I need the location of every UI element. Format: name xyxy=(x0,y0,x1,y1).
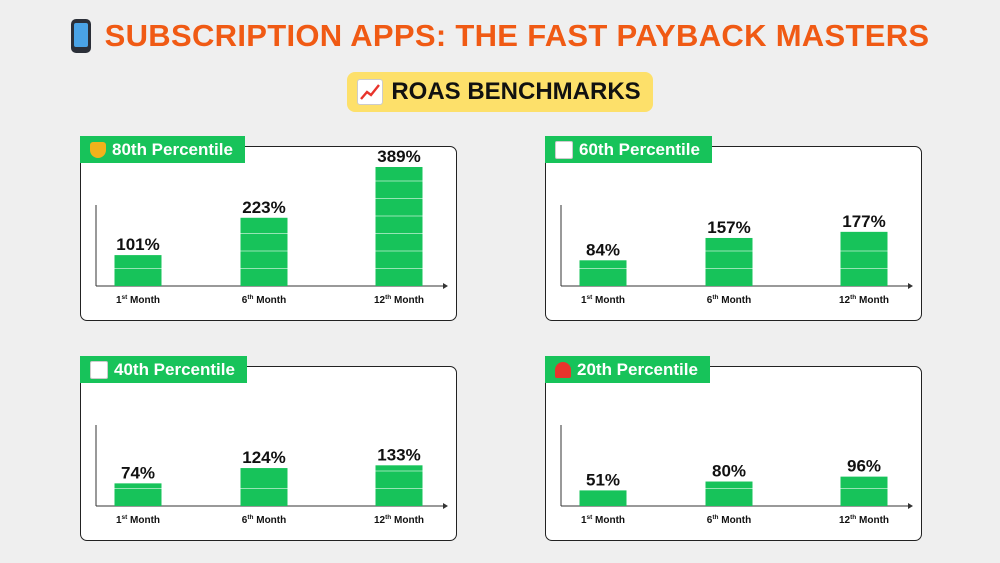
category-label: 12th Month xyxy=(839,294,889,306)
data-label: 223% xyxy=(242,198,285,217)
data-label: 124% xyxy=(242,448,285,467)
x-axis-arrow xyxy=(443,283,448,289)
chart-panel-60th: 60th Percentile 84% 1st Month 157% 6th Mont… xyxy=(545,136,922,321)
bar xyxy=(579,260,627,286)
bar-chart: 84% 1st Month 157% 6th Month 177% 12th Month xyxy=(560,205,913,306)
category-label: 6th Month xyxy=(707,514,751,526)
bar xyxy=(840,476,888,506)
bar xyxy=(240,468,288,506)
bar xyxy=(579,490,627,506)
category-label: 1st Month xyxy=(581,514,625,526)
subtitle-text: ROAS BENCHMARKS xyxy=(391,78,641,105)
chart-panel-20th: 20th Percentile 51% 1st Month 80% 6th Month… xyxy=(545,356,922,541)
data-label: 157% xyxy=(707,218,750,237)
bar-chart: 101% 1st Month 223% 6th Month 389% 12th Month xyxy=(95,147,448,306)
bar xyxy=(375,465,423,506)
bar xyxy=(705,237,753,286)
mobile-phone-icon xyxy=(70,19,91,53)
siren-icon xyxy=(555,361,571,378)
data-label: 389% xyxy=(377,147,420,166)
bar xyxy=(840,231,888,286)
data-label: 133% xyxy=(377,445,420,464)
page-title-text: SUBSCRIPTION APPS: THE FAST PAYBACK MAST… xyxy=(104,18,930,53)
bar xyxy=(375,167,423,286)
data-label: 74% xyxy=(121,463,155,482)
x-axis-arrow xyxy=(443,503,448,509)
data-label: 80% xyxy=(712,462,746,481)
chart-panel-40th: 40th Percentile 74% 1st Month 124% 6th Mont… xyxy=(80,356,457,541)
panel-title: 20th Percentile xyxy=(577,359,698,379)
panel-title: 40th Percentile xyxy=(114,359,235,379)
data-label: 177% xyxy=(842,212,885,231)
x-axis-arrow xyxy=(908,503,913,509)
category-label: 12th Month xyxy=(839,514,889,526)
panel-title: 60th Percentile xyxy=(579,139,700,159)
category-label: 6th Month xyxy=(242,514,286,526)
panel-badge: 40th Percentile xyxy=(80,356,247,383)
x-axis-arrow xyxy=(908,283,913,289)
panel-title: 80th Percentile xyxy=(112,139,233,159)
category-label: 1st Month xyxy=(116,514,160,526)
bar xyxy=(705,481,753,506)
bar-chart: 51% 1st Month 80% 6th Month 96% 12th Month xyxy=(560,425,913,526)
subtitle-badge: ROAS BENCHMARKS xyxy=(347,72,653,112)
data-label: 101% xyxy=(116,235,159,254)
bar-chart: 74% 1st Month 124% 6th Month 133% 12th Month xyxy=(95,425,448,526)
chart-panel-80th: 80th Percentile 101% 1st Month 223% 6th Mon… xyxy=(80,136,457,321)
category-label: 6th Month xyxy=(707,294,751,306)
data-label: 51% xyxy=(586,470,620,489)
chart-increasing-icon xyxy=(357,79,384,105)
category-label: 12th Month xyxy=(374,514,424,526)
page-title: SUBSCRIPTION APPS: THE FAST PAYBACK MAST… xyxy=(0,18,1000,54)
panel-badge: 20th Percentile xyxy=(545,356,710,383)
bar xyxy=(240,217,288,286)
category-label: 1st Month xyxy=(581,294,625,306)
data-label: 96% xyxy=(847,457,881,476)
category-label: 1st Month xyxy=(116,294,160,306)
chart-decreasing-icon xyxy=(90,360,108,379)
subtitle-wrap: ROAS BENCHMARKS xyxy=(0,72,1000,112)
category-label: 12th Month xyxy=(374,294,424,306)
bar xyxy=(114,255,162,286)
panel-badge: 80th Percentile xyxy=(80,136,245,163)
panel-badge: 60th Percentile xyxy=(545,136,712,163)
category-label: 6th Month xyxy=(242,294,286,306)
trophy-icon xyxy=(90,141,106,158)
data-label: 84% xyxy=(586,240,620,259)
bar-chart-icon xyxy=(555,140,573,159)
bar xyxy=(114,483,162,506)
